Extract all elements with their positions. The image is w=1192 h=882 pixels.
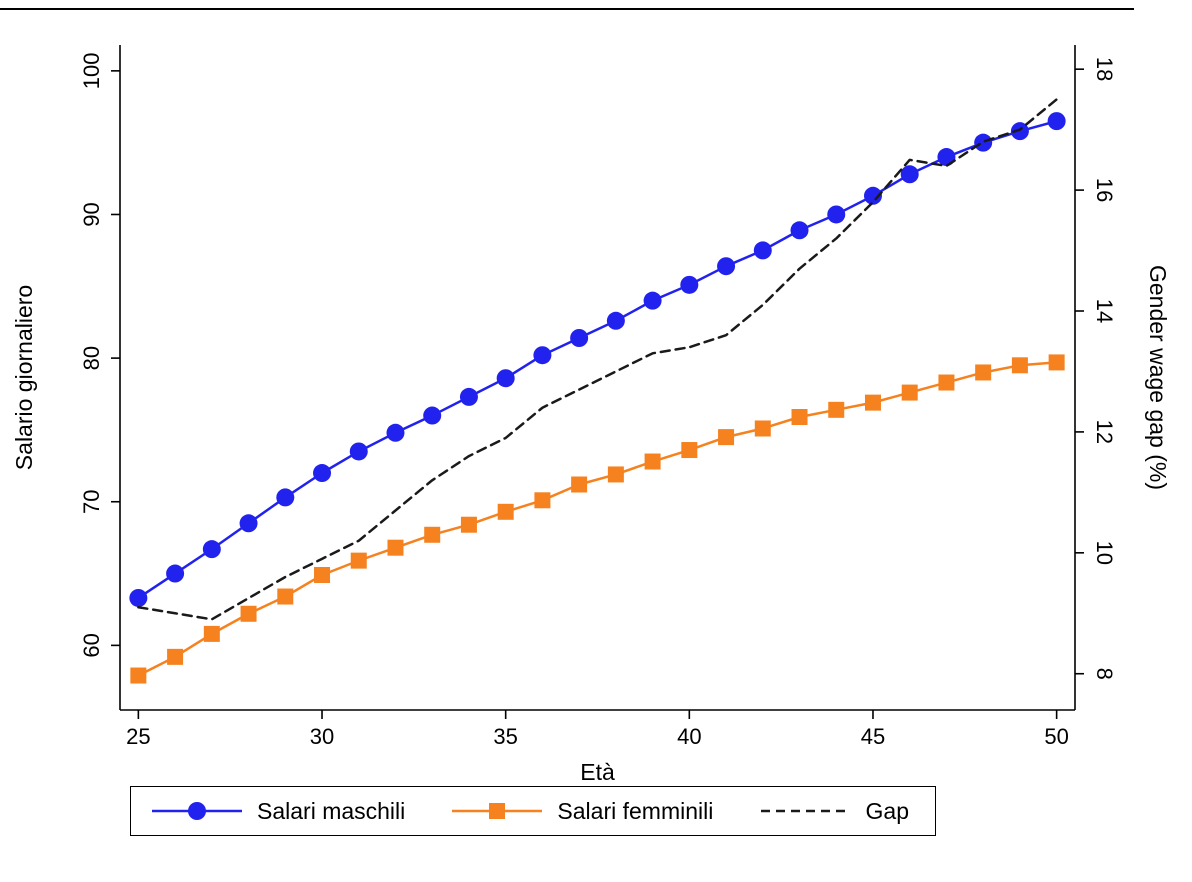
marker-circle — [680, 275, 699, 294]
legend: Salari maschili Salari femminili Gap — [130, 786, 936, 836]
marker-circle — [349, 442, 368, 461]
legend-swatch — [152, 802, 242, 820]
marker-square — [497, 503, 514, 520]
marker-square — [277, 588, 294, 605]
series-line-1 — [137, 361, 1058, 677]
marker-square — [1048, 354, 1065, 371]
left-tick-label: 60 — [79, 633, 104, 657]
marker-circle — [863, 186, 882, 205]
right-tick-label: 8 — [1092, 668, 1117, 680]
legend-swatch — [760, 809, 851, 813]
marker-circle — [606, 311, 625, 330]
marker-square — [975, 364, 992, 381]
marker-circle — [129, 588, 148, 607]
marker-square — [828, 401, 845, 418]
legend-item-gap: Gap — [760, 798, 909, 825]
left-tick-label: 90 — [79, 202, 104, 226]
marker-circle — [900, 165, 919, 184]
legend-label-femminili: Salari femminili — [557, 797, 714, 824]
marker-square — [314, 566, 331, 583]
series-line-2 — [137, 98, 1058, 621]
x-tick-label: 35 — [493, 724, 517, 749]
top-divider — [0, 8, 1134, 10]
marker-square — [130, 667, 147, 684]
x-tick-label: 25 — [126, 724, 150, 749]
marker-circle — [937, 148, 956, 167]
right-axis-title: Gender wage gap (%) — [1145, 265, 1171, 490]
legend-item-salari-femminili: Salari femminili — [451, 798, 713, 825]
series-line-0 — [137, 119, 1058, 600]
marker-circle — [202, 540, 221, 559]
legend-swatch — [452, 803, 543, 819]
marker-square — [240, 605, 257, 622]
marker-square — [718, 429, 735, 446]
marker-circle — [166, 564, 185, 583]
marker-square — [864, 394, 881, 411]
marker-circle — [459, 387, 478, 406]
marker-circle — [1047, 112, 1066, 131]
marker-circle — [570, 329, 589, 348]
marker-circle — [974, 133, 993, 152]
marker-square — [350, 552, 367, 569]
marker-circle — [643, 291, 662, 310]
marker-square — [167, 648, 184, 665]
marker-square — [938, 374, 955, 391]
legend-item-salari-maschili: Salari maschili — [151, 798, 405, 825]
right-tick-label: 16 — [1092, 178, 1117, 202]
marker-circle — [313, 464, 332, 483]
marker-square — [387, 539, 404, 556]
legend-label-gap: Gap — [865, 797, 909, 824]
marker-circle — [276, 488, 295, 507]
marker-circle — [753, 241, 772, 260]
marker-square — [644, 453, 661, 470]
x-tick-label: 30 — [310, 724, 334, 749]
marker-square — [754, 420, 771, 437]
right-tick-label: 18 — [1092, 57, 1117, 81]
marker-circle — [533, 346, 552, 365]
marker-circle — [496, 369, 515, 388]
marker-square — [681, 442, 698, 459]
marker-square — [534, 492, 551, 509]
x-tick-label: 40 — [677, 724, 701, 749]
marker-square — [424, 526, 441, 543]
marker-square — [1011, 357, 1028, 374]
marker-circle — [239, 514, 258, 533]
legend-sample-gap — [760, 800, 852, 822]
left-tick-label: 70 — [79, 489, 104, 513]
x-tick-label: 50 — [1044, 724, 1068, 749]
legend-sample-maschili — [151, 800, 243, 822]
marker-circle — [717, 257, 736, 276]
right-tick-label: 14 — [1092, 299, 1117, 323]
marker-square — [460, 516, 477, 533]
right-tick-label: 12 — [1092, 420, 1117, 444]
marker-circle — [386, 423, 405, 442]
x-tick-label: 45 — [861, 724, 885, 749]
marker-square — [791, 408, 808, 425]
left-tick-label: 80 — [79, 346, 104, 370]
marker-square — [901, 384, 918, 401]
x-axis-title: Età — [580, 759, 615, 785]
marker-square — [571, 476, 588, 493]
left-tick-label: 100 — [79, 52, 104, 89]
marker-circle — [827, 205, 846, 224]
marker-circle — [423, 406, 442, 425]
marker-square — [607, 466, 624, 483]
right-tick-label: 10 — [1092, 541, 1117, 565]
marker-square — [203, 625, 220, 642]
marker-circle — [1010, 122, 1029, 141]
left-axis-title: Salario giornaliero — [11, 285, 37, 470]
legend-label-maschili: Salari maschili — [257, 797, 406, 824]
marker-circle — [790, 221, 809, 240]
legend-sample-femminili — [451, 800, 543, 822]
